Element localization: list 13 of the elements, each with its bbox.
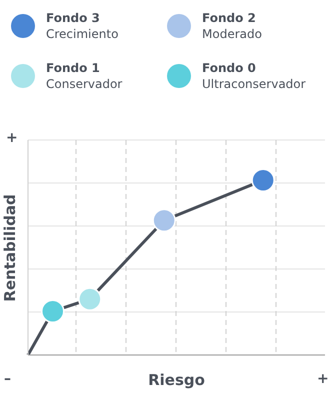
x-axis-title: Riesgo (148, 371, 205, 389)
legend-label: Fondo 2 Moderado (202, 10, 262, 42)
legend-label: Fondo 1 Conservador (46, 60, 122, 92)
legend-label: Fondo 0 Ultraconservador (202, 60, 306, 92)
point (78, 287, 102, 311)
text: + (317, 371, 328, 387)
text: – (4, 371, 11, 387)
point (251, 168, 275, 192)
point (152, 208, 176, 232)
text: + (6, 130, 18, 146)
y-axis-title: Rentabilidad (1, 194, 19, 302)
point (41, 300, 64, 324)
legend-label: Fondo 3 Crecimiento (46, 10, 118, 42)
